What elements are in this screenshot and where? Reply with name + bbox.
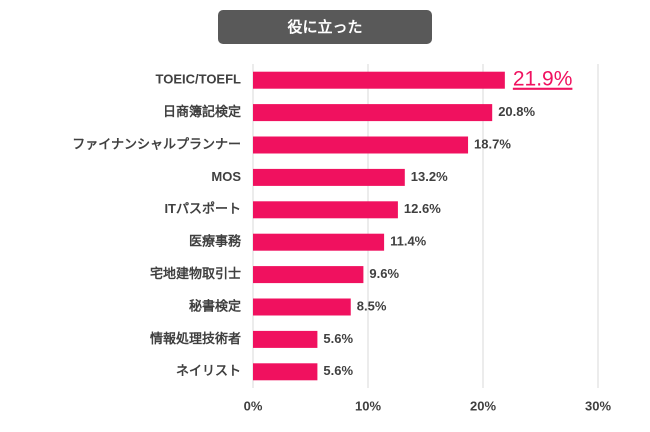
value-label: 21.9% <box>513 68 573 91</box>
value-label: 9.6% <box>369 266 399 281</box>
y-tick-label: 宅地建物取引士 <box>150 266 241 281</box>
value-label: 13.2% <box>411 169 448 184</box>
bar <box>253 266 364 284</box>
y-tick-label: TOEIC/TOEFL <box>156 72 242 87</box>
y-tick-label: ITパスポート <box>164 201 241 216</box>
value-label: 20.8% <box>498 104 535 119</box>
value-label: 5.6% <box>323 363 353 378</box>
x-tick-label: 20% <box>470 398 496 413</box>
value-label: 12.6% <box>404 201 441 216</box>
y-tick-label: 秘書検定 <box>189 298 241 313</box>
value-label: 8.5% <box>357 298 387 313</box>
bar <box>253 71 505 89</box>
bar <box>253 104 493 122</box>
y-tick-label: ネイリスト <box>176 363 241 378</box>
x-tick-label: 10% <box>355 398 381 413</box>
value-label: 18.7% <box>474 136 511 151</box>
y-tick-label: ファイナンシャルプランナー <box>72 136 241 151</box>
bar <box>253 201 398 219</box>
bar <box>253 298 351 316</box>
bar <box>253 168 405 186</box>
title-box <box>218 10 432 44</box>
bar <box>253 363 318 381</box>
bar <box>253 233 385 251</box>
y-tick-label: 医療事務 <box>189 234 242 249</box>
value-label: 11.4% <box>390 234 427 249</box>
y-tick-label: 日商簿記検定 <box>163 104 241 119</box>
x-tick-label: 0% <box>244 398 263 413</box>
chart-title: 役に立った <box>287 18 362 36</box>
y-tick-label: 情報処理技術者 <box>150 331 241 346</box>
x-tick-label: 30% <box>585 398 611 413</box>
bar <box>253 136 469 154</box>
value-label: 5.6% <box>323 331 353 346</box>
bar <box>253 330 318 348</box>
y-tick-label: MOS <box>211 169 241 184</box>
